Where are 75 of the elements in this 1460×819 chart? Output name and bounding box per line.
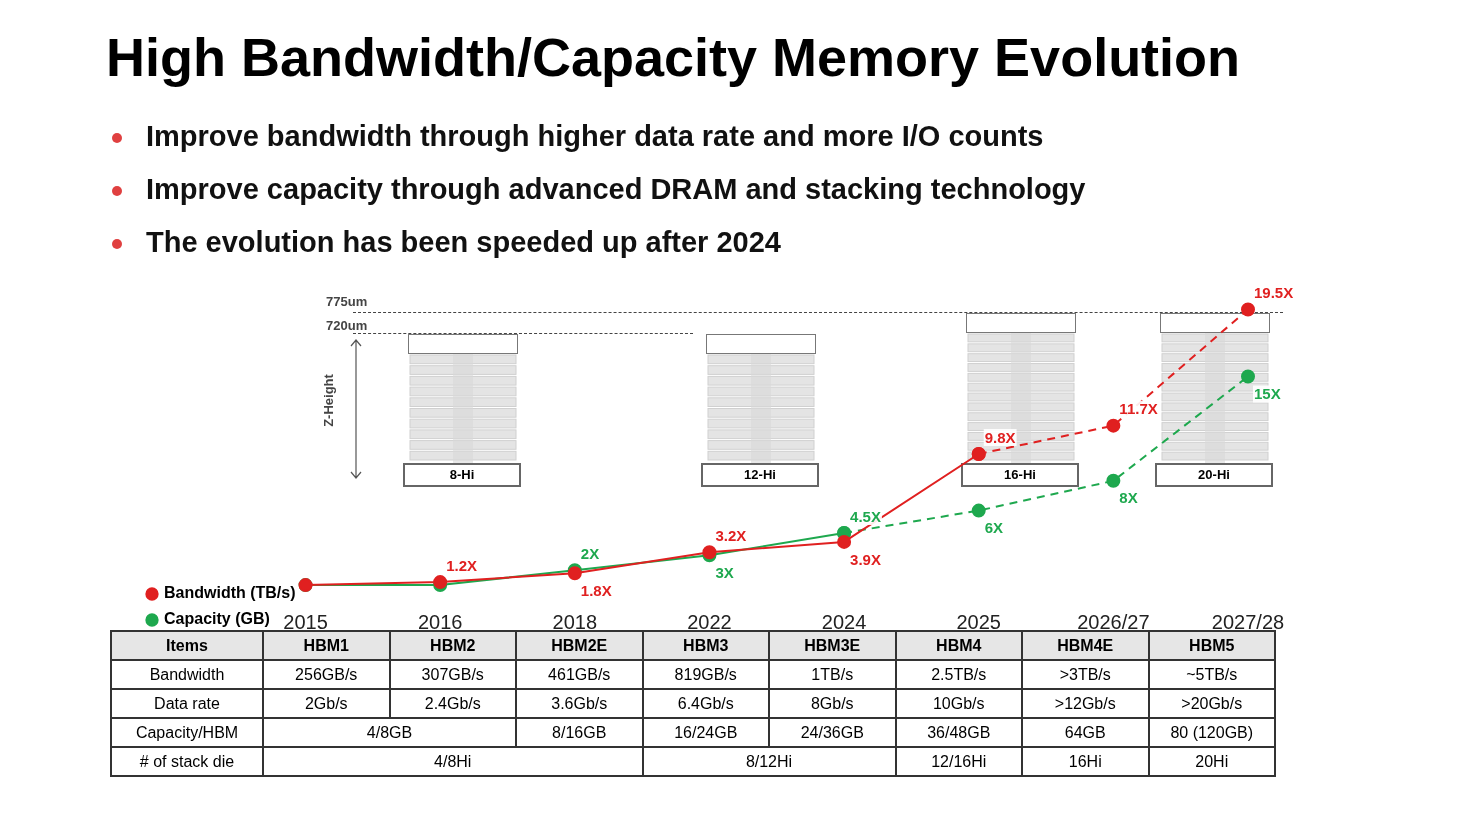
x-tick-label: 2026/27 — [1077, 610, 1150, 633]
x-tick-label: 2024 — [821, 610, 867, 633]
text: Improve capacity through advanced DRAM and stacking technology — [146, 173, 1086, 205]
text: 256GB/s — [295, 665, 358, 683]
x-tick-label: 2027/28 — [1211, 610, 1285, 633]
text: 10Gb/s — [932, 694, 985, 712]
x-tick-label: 2015 — [283, 610, 328, 633]
text: 12/16Hi — [931, 752, 987, 770]
category-label: HBM4 — [895, 631, 1022, 660]
chart-title: High Bandwidth/Capacity Memory Evolution — [106, 26, 1241, 88]
category-label: HBM1 — [263, 631, 390, 660]
text: >12Gb/s — [1054, 694, 1116, 712]
category-label: Capacity/HBM — [135, 723, 239, 741]
text: 819GB/s — [674, 665, 737, 683]
text: 6.4Gb/s — [677, 694, 734, 712]
data-label: 11.7X — [1119, 400, 1158, 418]
category-label: HBM2 — [389, 631, 516, 660]
data-label: 3.9X — [850, 550, 881, 568]
text: 307GB/s — [421, 665, 484, 683]
data-label: 1.8X — [580, 581, 612, 599]
x-tick-label: 2025 — [956, 610, 1001, 633]
text: 8/12Hi — [745, 752, 793, 770]
text: 2.5TB/s — [931, 665, 987, 683]
data-label: 4.5X — [850, 507, 881, 525]
text: 24/36GB — [800, 723, 864, 741]
text: 775um — [326, 294, 368, 309]
data-label: 3X — [715, 563, 734, 581]
category-label: Bandwidth — [149, 665, 225, 683]
category-label: Items — [111, 631, 263, 660]
text: The evolution has been speeded up after 2024 — [146, 226, 781, 258]
text: 2Gb/s — [304, 694, 348, 712]
data-label: 2X — [580, 544, 600, 562]
text: >20Gb/s — [1181, 694, 1243, 712]
data-label: 3.2X — [715, 526, 747, 544]
text: 8/16GB — [552, 723, 607, 741]
data-label: 1.2X — [446, 556, 478, 574]
text: 8Gb/s — [810, 694, 854, 712]
text: 64GB — [1064, 723, 1106, 741]
category-label: 8-Hi — [403, 463, 521, 487]
category-label: HBM3E — [769, 631, 896, 660]
text: >3TB/s — [1059, 665, 1111, 683]
category-label: Data rate — [154, 694, 220, 712]
x-tick-label: 2018 — [552, 610, 598, 633]
data-label: 15X — [1254, 385, 1281, 403]
text: 80 (120GB) — [1170, 723, 1254, 741]
text: 16Hi — [1068, 752, 1102, 770]
legend-label: Bandwidth (TB/s) — [164, 584, 296, 602]
category-label: HBM3 — [642, 631, 769, 660]
data-label: 9.8X — [984, 428, 1016, 446]
legend-label: Capacity (GB) — [164, 610, 270, 628]
category-label: # of stack die — [139, 752, 235, 770]
category-label: HBM2E — [516, 631, 643, 660]
text: 4/8Hi — [434, 752, 472, 770]
annotation: Z-Height — [320, 373, 336, 429]
text: 1TB/s — [811, 665, 854, 683]
x-tick-label: 2016 — [417, 610, 463, 633]
text: Improve bandwidth through higher data rate and more I/O counts — [146, 120, 1044, 152]
data-label: 8X — [1119, 489, 1138, 507]
text: 2.4Gb/s — [424, 694, 481, 712]
data-label: 6X — [984, 519, 1004, 537]
text: 461GB/s — [548, 665, 611, 683]
text: 4/8GB — [366, 723, 413, 741]
category-label: HBM5 — [1148, 631, 1275, 660]
text: 36/48GB — [927, 723, 991, 741]
x-tick-label: 2022 — [687, 610, 732, 633]
category-label: 16-Hi — [961, 463, 1079, 487]
text: 3.6Gb/s — [551, 694, 608, 712]
text: 16/24GB — [674, 723, 738, 741]
category-label: HBM4E — [1022, 631, 1149, 660]
data-label: 19.5X — [1254, 284, 1294, 302]
category-label: 12-Hi — [701, 463, 819, 487]
category-label: 20-Hi — [1155, 463, 1273, 487]
annotation: 720um — [326, 318, 368, 333]
text: 20Hi — [1195, 752, 1229, 770]
text: ~5TB/s — [1186, 665, 1238, 683]
